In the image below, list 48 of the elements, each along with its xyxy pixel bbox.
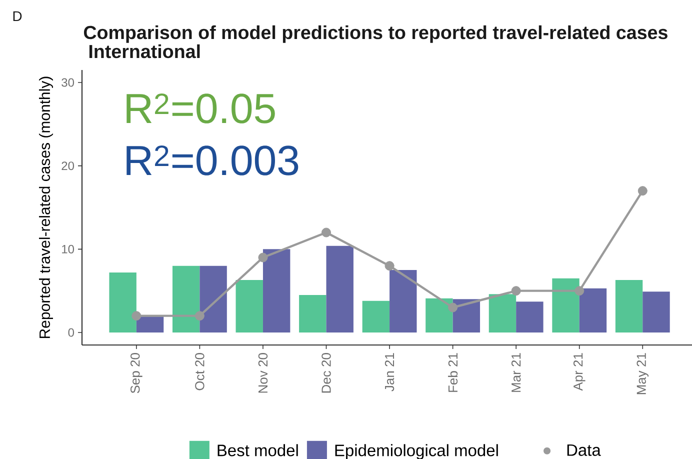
chart-subtitle: International bbox=[89, 44, 200, 58]
x-tick-label: May 21 bbox=[636, 353, 649, 394]
y-tick-label: 30 bbox=[62, 78, 74, 87]
legend-label: Best model bbox=[218, 444, 298, 456]
x-tick-label: Jan 21 bbox=[384, 353, 394, 392]
chart-title: Comparison of model predictions to reported travel-related cases bbox=[84, 25, 668, 43]
y-tick-label: 0 bbox=[68, 328, 74, 337]
point bbox=[322, 228, 332, 238]
x-tick-label: Apr 21 bbox=[573, 353, 586, 391]
x-tick-label: Dec 20 bbox=[322, 353, 331, 393]
bar bbox=[642, 292, 670, 332]
bar bbox=[109, 272, 136, 332]
x-tick-label: Sep 20 bbox=[130, 353, 142, 394]
bar bbox=[452, 299, 480, 332]
bar bbox=[136, 316, 164, 332]
bar bbox=[579, 288, 607, 332]
annotation: R$^{2}$=0.003 bbox=[126, 145, 298, 176]
bar bbox=[172, 266, 200, 332]
point bbox=[384, 261, 394, 271]
x-tick-label: Oct 20 bbox=[195, 353, 204, 390]
bar bbox=[299, 295, 326, 332]
point bbox=[448, 302, 458, 312]
bar bbox=[552, 278, 580, 332]
x-tick-label: Feb 21 bbox=[448, 353, 458, 392]
bar bbox=[236, 280, 263, 332]
text: D bbox=[13, 11, 22, 21]
bar bbox=[488, 294, 516, 332]
bar bbox=[326, 246, 354, 332]
annotation: R$^{2}$=0.05 bbox=[126, 93, 275, 124]
y-tick-label: 20 bbox=[62, 162, 74, 170]
x-tick-label: Nov 20 bbox=[258, 353, 268, 393]
point bbox=[132, 311, 142, 321]
bar bbox=[262, 249, 290, 332]
bar bbox=[426, 298, 453, 332]
point bbox=[258, 252, 268, 262]
x-tick-label: Mar 21 bbox=[511, 353, 521, 392]
point bbox=[574, 286, 584, 296]
point bbox=[638, 186, 648, 196]
y-axis-title: Reported travel-related cases (monthly) bbox=[39, 76, 53, 338]
bar bbox=[200, 266, 227, 332]
bar bbox=[615, 280, 643, 332]
legend-label: Data bbox=[567, 444, 601, 456]
bar bbox=[362, 300, 390, 332]
bar bbox=[516, 302, 544, 332]
point bbox=[194, 311, 204, 321]
y-tick-label: 10 bbox=[62, 244, 74, 254]
bar bbox=[390, 270, 417, 332]
point bbox=[511, 286, 521, 296]
